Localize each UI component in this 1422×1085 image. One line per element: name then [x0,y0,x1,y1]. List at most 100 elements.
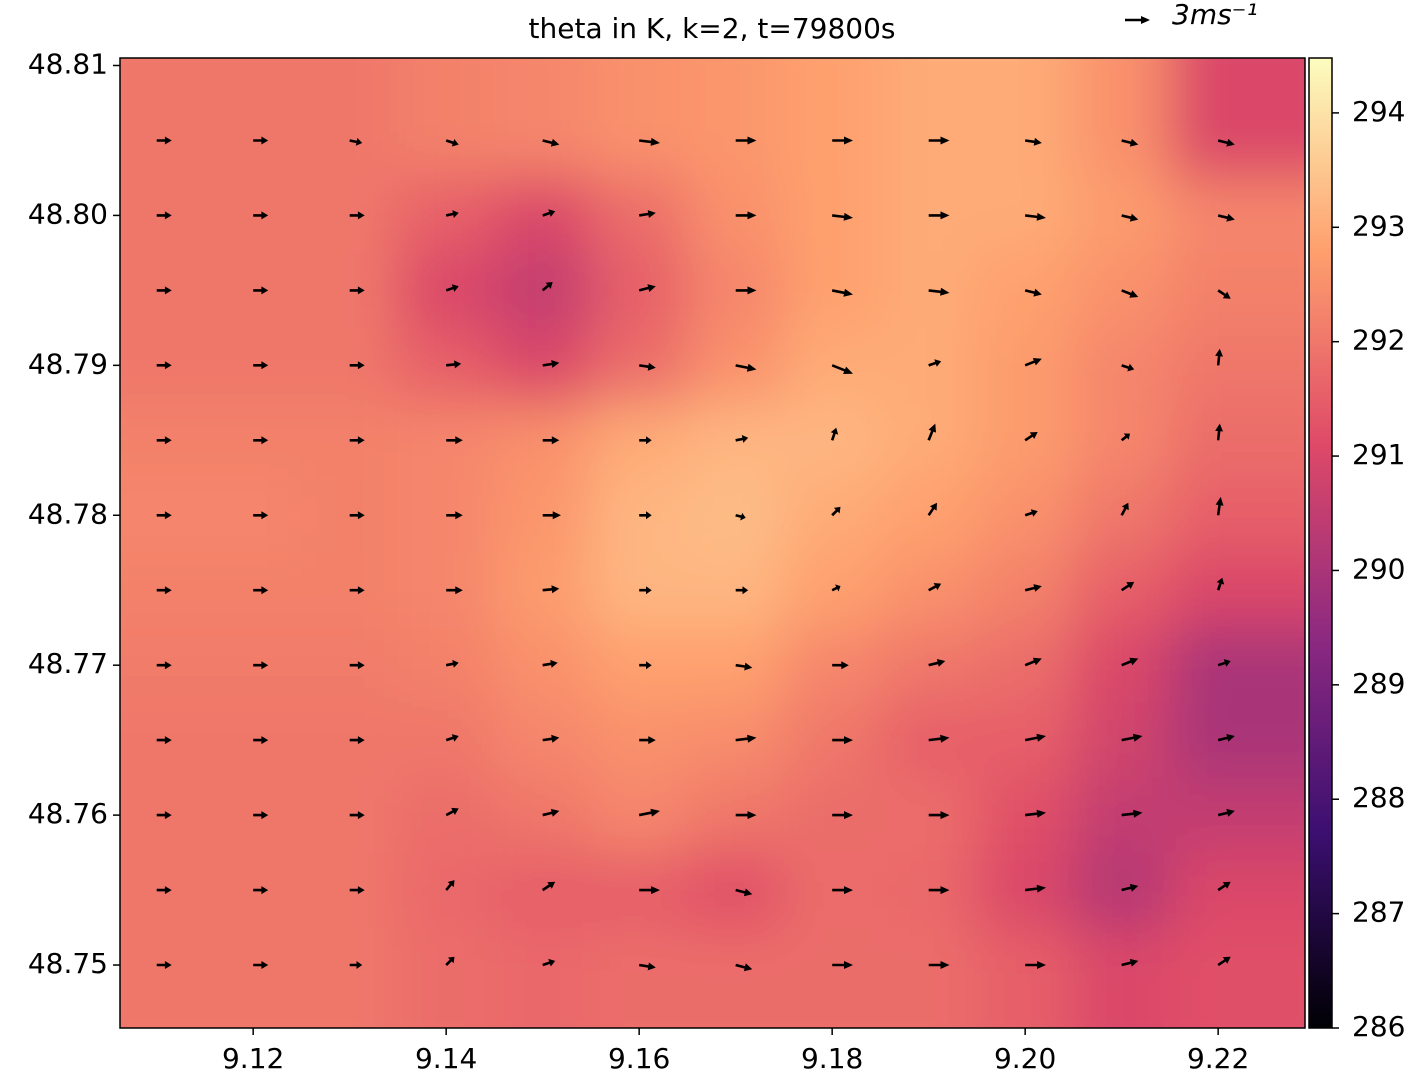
arrow [1025,961,1046,969]
heatmap-cells [120,58,1305,1028]
arrow [639,362,656,371]
arrow [1216,577,1225,591]
arrow [1121,213,1139,222]
chart-title: theta in K, k=2, t=79800s [529,12,896,45]
y-tick-label: 48.75 [28,947,108,980]
arrow [928,359,942,367]
colorbar-tick-label: 293 [1352,209,1405,242]
heat-cell [120,702,206,779]
arrow [542,360,560,368]
arrow [253,361,269,370]
arrow [1217,808,1235,817]
arrow [1024,288,1042,297]
arrow [542,511,561,520]
heat-cell [301,58,399,179]
arrow [253,961,269,969]
arrow [156,361,172,370]
arrow [832,811,853,820]
arrow [639,137,660,146]
arrow [831,584,841,592]
arrow [928,961,950,969]
heat-cell [1169,702,1305,779]
arrow [735,136,757,145]
heat-cell [1169,327,1305,404]
arrow [1121,733,1143,742]
arrow [830,427,839,441]
heat-cell [590,927,688,1028]
x-tick-label: 9.14 [415,1042,477,1075]
arrow [542,659,558,668]
arrow [1125,16,1150,24]
arrow [349,586,365,595]
colorbar-tick-label: 286 [1352,1010,1405,1043]
arrow [735,512,746,521]
arrow [446,436,463,445]
colorbar-tick-label: 291 [1352,438,1405,471]
arrow [1024,584,1042,592]
x-tick-label: 9.22 [1187,1042,1249,1075]
heat-cell [880,927,978,1028]
arrow [253,886,269,895]
arrow [1217,138,1235,147]
heat-cell [976,58,1074,179]
arrow [156,436,172,445]
arrow [735,963,753,972]
arrow [445,284,459,292]
heat-cell [1169,927,1305,1028]
arrow [1121,138,1139,147]
arrow [253,286,269,295]
arrow [1024,432,1038,442]
heat-cell [687,58,785,179]
arrow [253,436,269,445]
arrow [1121,657,1139,667]
arrow [445,807,459,817]
arrow [1024,733,1046,742]
heat-cell [120,252,206,329]
arrow [1121,809,1143,818]
heat-cell [1073,477,1171,554]
arrow [1024,509,1038,517]
arrow [349,286,365,295]
arrow [639,511,652,520]
arrow [156,136,172,145]
arrow [1217,659,1231,667]
arrow [832,661,849,670]
heat-cell [783,402,881,479]
x-tick-label: 9.12 [222,1042,284,1075]
arrow [445,734,459,742]
arrow [927,502,937,516]
arrow [542,808,560,817]
arrow [542,138,560,147]
y-tick-label: 48.78 [28,497,108,530]
arrow [156,211,172,220]
arrow [349,511,365,520]
arrow [735,211,757,220]
arrow [445,880,455,891]
x-tick-label: 9.16 [608,1042,670,1075]
arrow [639,210,656,218]
arrow [542,958,556,967]
arrow [446,511,463,520]
heat-cell [397,927,495,1028]
heat-cell [687,927,785,1028]
heat-cell [120,552,206,629]
arrow [445,139,459,147]
heat-cell [880,477,978,554]
arrow [1215,496,1224,516]
arrow [349,811,365,820]
arrow [928,287,950,296]
arrow [928,659,946,667]
arrow [735,286,757,295]
heat-cell [783,477,881,554]
arrow [1121,958,1139,967]
arrow [349,886,365,895]
heat-cell [204,927,302,1028]
arrow [253,211,269,220]
heat-cell [1073,927,1171,1028]
arrow [445,210,459,218]
arrow [735,363,757,372]
arrow [542,734,560,743]
arrow [735,586,749,595]
colorbar-tick-label: 290 [1352,552,1405,585]
